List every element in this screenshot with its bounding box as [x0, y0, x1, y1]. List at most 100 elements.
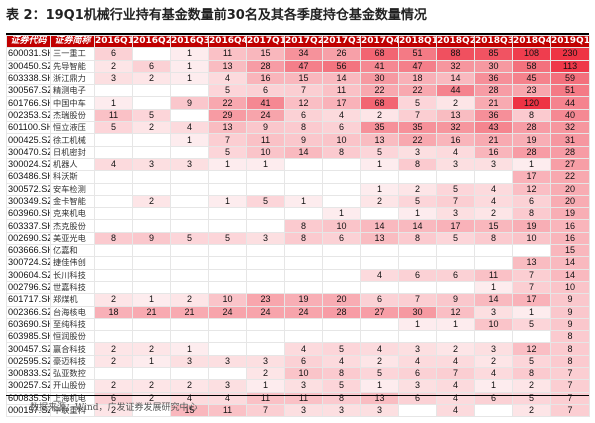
fund-count-cell: 28 [322, 305, 361, 319]
table-row: 002366.SZ 台海核电 18 21 21 24 24 24 28 27 30 12 3 1 9 [6, 305, 590, 319]
fund-count-cell [322, 157, 361, 172]
fund-count-cell: 10 [284, 367, 323, 381]
fund-count-cell: 8 [550, 354, 590, 369]
fund-count-cell [360, 280, 399, 295]
fund-count-cell: 1 [132, 354, 171, 369]
table-row: 002353.SZ 杰瑞股份 11 5 29 24 6 4 2 7 13 36 8 40 [6, 108, 590, 123]
table-row: 601100.SH 恒立液压 5 2 4 13 9 8 6 35 35 32 43 28 32 [6, 121, 590, 135]
fund-count-cell: 43 [474, 121, 513, 135]
fund-count-cell [208, 256, 247, 270]
fund-count-cell [246, 317, 285, 332]
security-code-cell: 603960.SH [6, 207, 51, 221]
fund-count-cell: 5 [208, 84, 247, 98]
fund-count-cell: 6 [284, 108, 323, 123]
fund-count-cell [208, 244, 247, 258]
security-name-cell: 杰克股份 [50, 219, 95, 233]
fund-count-cell: 8 [512, 108, 551, 123]
fund-count-cell: 8 [322, 391, 361, 405]
fund-count-cell: 6 [436, 268, 475, 282]
fund-count-cell: 2 [170, 293, 209, 307]
fund-count-cell: 1 [170, 133, 209, 147]
security-name-cell: 机器人 [50, 157, 95, 172]
fund-count-cell: 6 [322, 231, 361, 246]
fund-count-cell [398, 280, 437, 295]
fund-count-cell: 15 [246, 47, 285, 61]
fund-count-cell: 15 [170, 403, 209, 418]
fund-count-cell: 14 [322, 71, 361, 86]
fund-count-cell: 2 [360, 194, 399, 209]
fund-count-cell: 6 [474, 391, 513, 405]
fund-count-cell: 23 [512, 84, 551, 98]
fund-count-cell: 12 [512, 182, 551, 196]
fund-count-cell [360, 244, 399, 258]
fund-count-cell: 3 [246, 231, 285, 246]
fund-count-cell [284, 244, 323, 258]
fund-count-cell: 28 [474, 84, 513, 98]
fund-count-cell: 120 [512, 96, 551, 110]
fund-count-cell: 2 [474, 354, 513, 369]
fund-count-cell [398, 170, 437, 184]
fund-count-cell: 4 [94, 157, 133, 172]
fund-count-cell [322, 317, 361, 332]
security-name-cell: 中联重科 [50, 403, 95, 418]
fund-count-cell: 4 [436, 379, 475, 393]
table-body: 600031.SH 三一重工 6 1 11 15 34 26 68 51 88 85 108 230 300… [6, 47, 590, 418]
table-row: 002595.SZ 豪迈科技 2 1 3 3 3 6 4 2 4 4 2 5 8 [6, 354, 590, 369]
fund-count-cell: 6 [246, 84, 285, 98]
fund-count-cell: 1 [170, 59, 209, 73]
fund-count-cell: 13 [512, 256, 551, 270]
fund-count-cell: 3 [436, 207, 475, 221]
fund-count-cell [246, 207, 285, 221]
header-quarter: 2018Q4 [512, 34, 551, 49]
fund-count-cell: 59 [550, 71, 590, 86]
fund-count-cell: 19 [550, 207, 590, 221]
security-name-cell: 日机密封 [50, 145, 95, 159]
fund-count-cell: 40 [550, 108, 590, 123]
security-name-cell: 先导智能 [50, 59, 95, 73]
security-code-cell: 300024.SZ [6, 157, 51, 172]
security-code-cell: 300833.SZ [6, 367, 51, 381]
fund-count-cell [398, 256, 437, 270]
table-row: 600031.SH 三一重工 6 1 11 15 34 26 68 51 88 85 108 230 [6, 47, 590, 61]
fund-count-cell: 3 [474, 157, 513, 172]
fund-count-cell [208, 367, 247, 381]
table-row: 000157.SZ 中联重科 2 15 11 7 3 3 3 4 2 7 [6, 403, 590, 418]
fund-count-cell: 14 [284, 145, 323, 159]
fund-count-cell [322, 330, 361, 344]
fund-count-cell [170, 170, 209, 184]
fund-count-cell: 5 [208, 231, 247, 246]
fund-count-cell: 13 [360, 231, 399, 246]
fund-count-cell: 5 [512, 391, 551, 405]
security-code-cell: 300724.SZ [6, 256, 51, 270]
fund-count-cell: 2 [94, 354, 133, 369]
fund-count-cell: 32 [550, 121, 590, 135]
fund-count-cell: 14 [550, 256, 590, 270]
fund-count-cell: 23 [246, 293, 285, 307]
fund-count-cell: 4 [322, 354, 361, 369]
security-name-cell: 徐工机械 [50, 133, 95, 147]
fund-count-cell: 230 [550, 47, 590, 61]
security-name-cell: 美亚光电 [50, 231, 95, 246]
fund-count-cell: 5 [512, 317, 551, 332]
fund-count-cell [246, 170, 285, 184]
fund-count-cell: 2 [132, 121, 171, 135]
fund-count-cell: 1 [170, 47, 209, 61]
header-quarter: 2016Q4 [208, 34, 247, 49]
fund-count-cell: 3 [436, 157, 475, 172]
fund-count-cell: 10 [246, 145, 285, 159]
fund-count-cell: 30 [360, 71, 399, 86]
fund-count-cell: 1 [398, 317, 437, 332]
fund-count-cell: 15 [284, 71, 323, 86]
fund-count-cell: 21 [474, 96, 513, 110]
security-name-cell: 开山股份 [50, 379, 95, 393]
security-name-cell: 三一重工 [50, 47, 95, 61]
security-code-cell: 002595.SZ [6, 354, 51, 369]
fund-count-cell: 4 [436, 391, 475, 405]
fund-count-cell: 45 [512, 71, 551, 86]
fund-count-cell: 1 [208, 157, 247, 172]
fund-count-cell: 8 [322, 367, 361, 381]
table-row: 601766.SH 中国中车 1 9 22 41 12 17 68 5 2 21 120 44 [6, 96, 590, 110]
fund-count-cell [170, 194, 209, 209]
fund-count-cell: 20 [322, 293, 361, 307]
fund-count-cell: 28 [550, 145, 590, 159]
